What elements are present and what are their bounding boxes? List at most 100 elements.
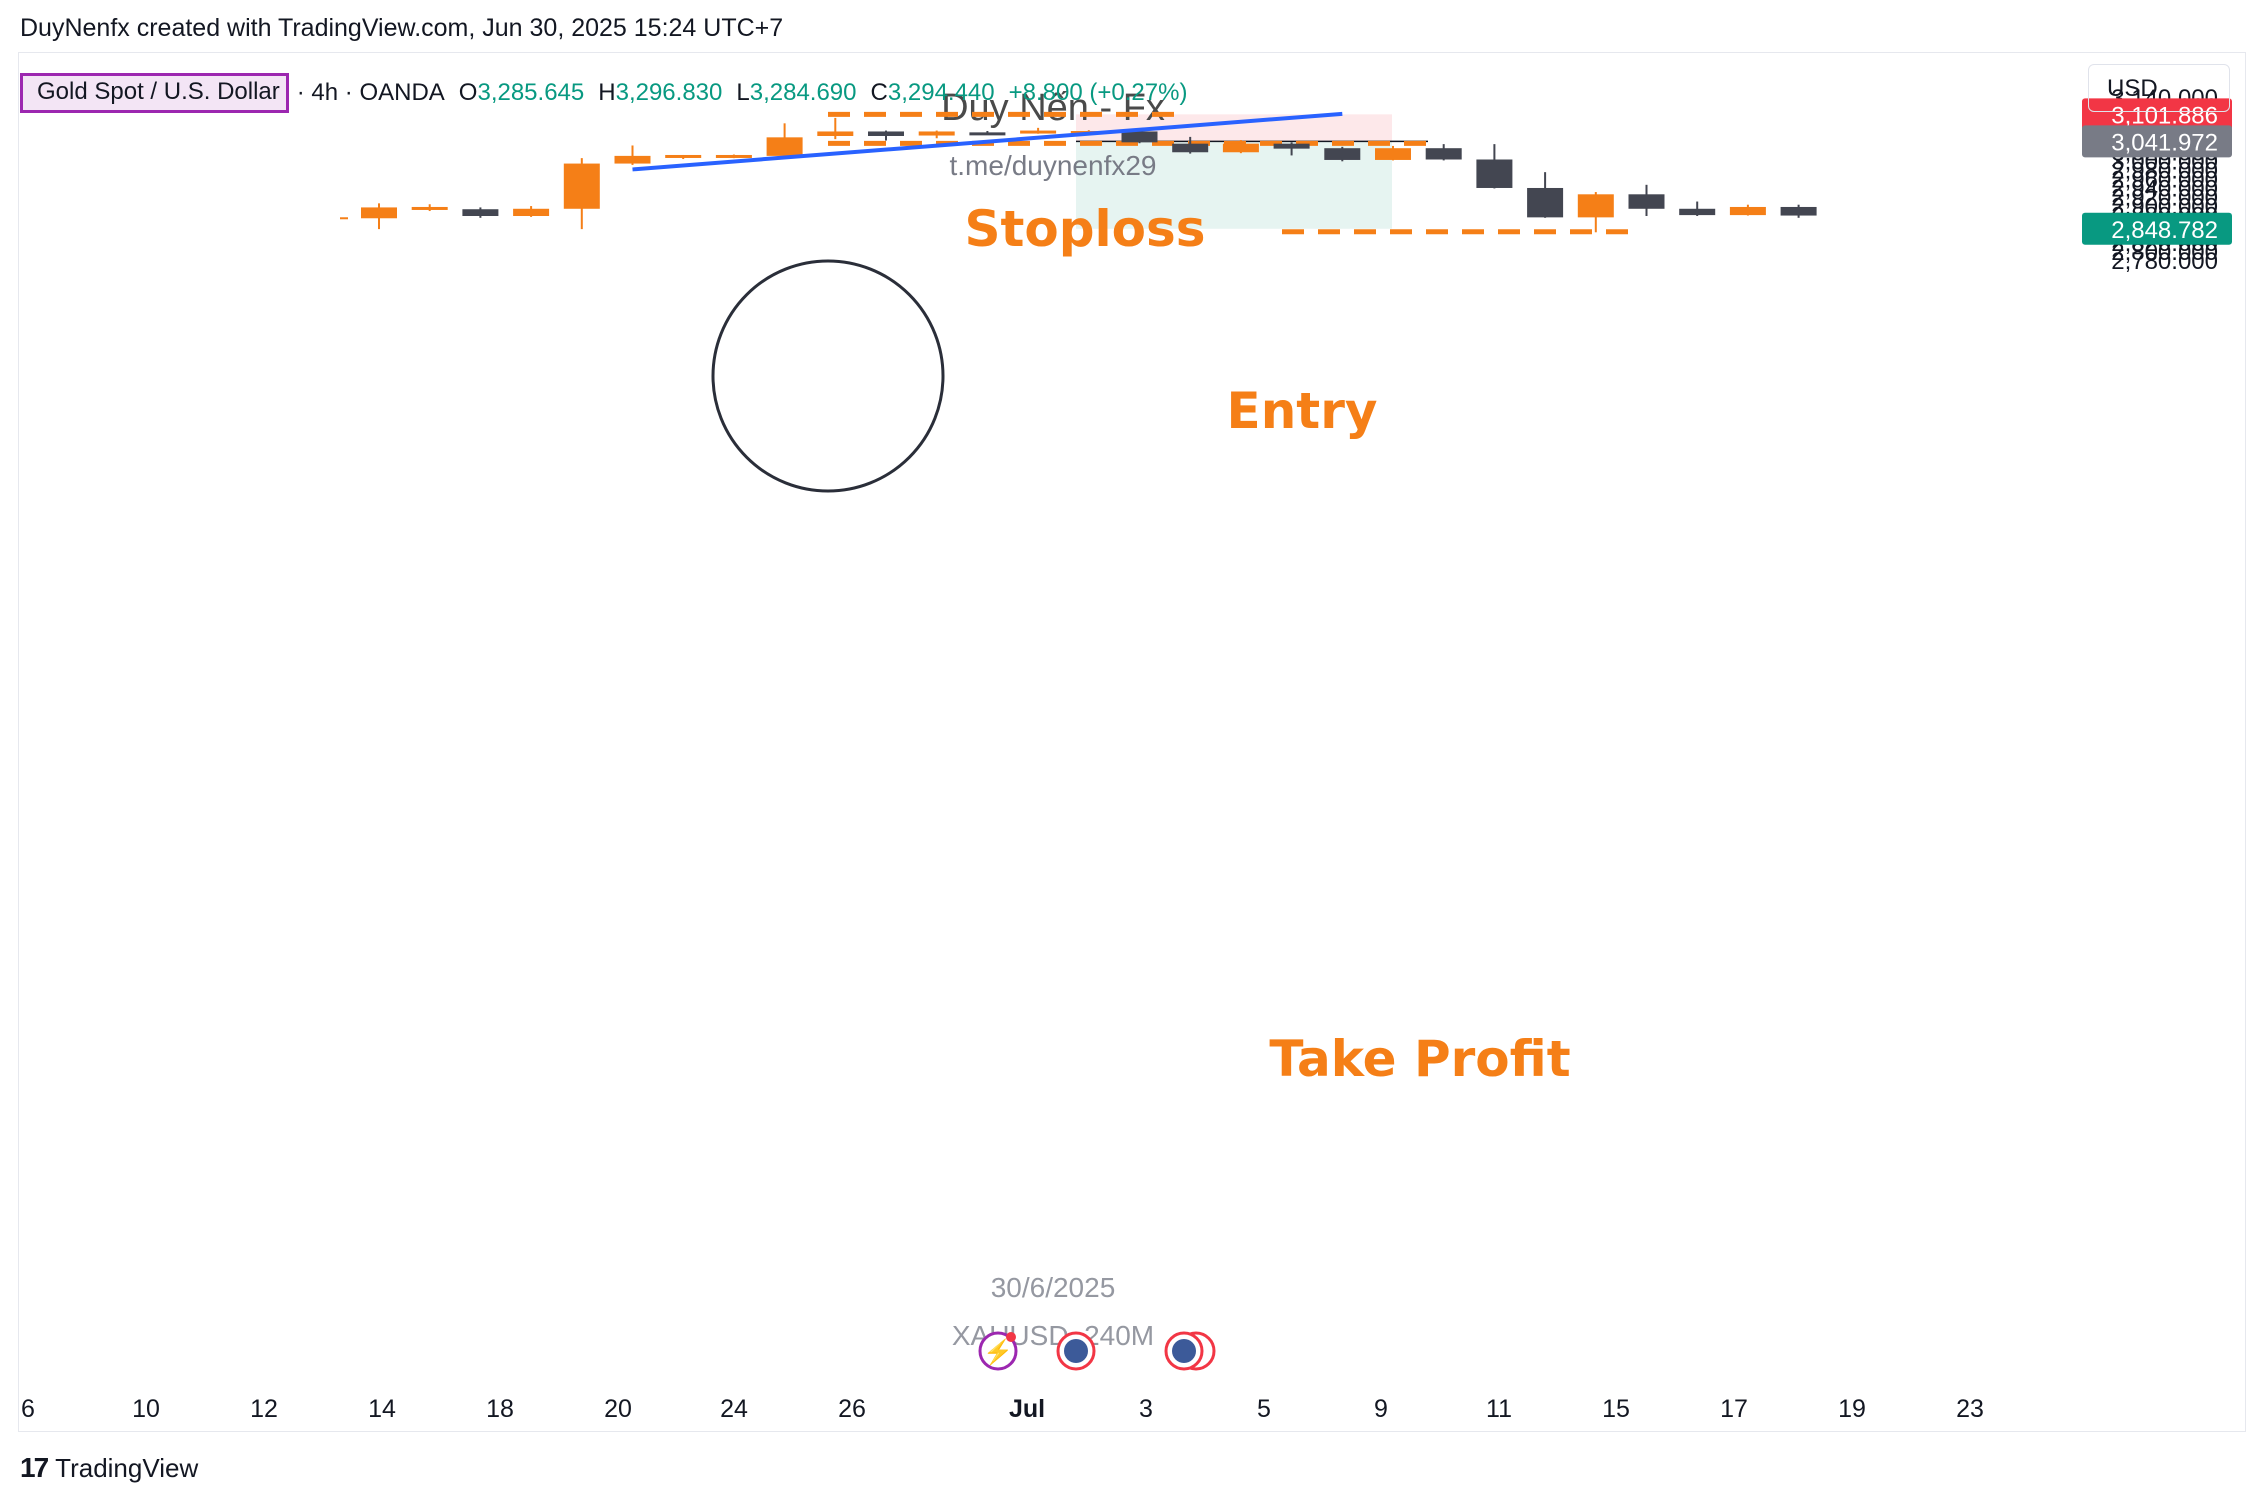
candle <box>766 123 803 157</box>
x-tick-label: 11 <box>1486 1395 1512 1423</box>
candle-body <box>411 206 448 210</box>
entry-price-badge-text: 3,041.972 <box>2111 129 2218 156</box>
take-profit-label: Take Profit <box>1269 1030 1570 1088</box>
stoploss-label: Stoploss <box>964 200 1205 258</box>
y-tick-label: 2,920.000 <box>2111 185 2218 212</box>
watermark-date: 30/6/2025 <box>991 1272 1116 1303</box>
candle-body <box>766 137 803 156</box>
tradingview-brand: TradingView <box>55 1452 199 1483</box>
currency-selector[interactable]: USD <box>2088 64 2230 112</box>
y-tick-label: 2,940.000 <box>2111 176 2218 203</box>
candle <box>1729 204 1766 216</box>
candle <box>1780 204 1817 218</box>
candle-body <box>1425 148 1462 160</box>
candle <box>918 130 955 139</box>
candle-body <box>817 131 854 136</box>
chart-pane[interactable] <box>18 52 2246 1432</box>
symbol-legend: Gold Spot / U.S. Dollar · 4h · OANDA O 3,… <box>20 68 1187 118</box>
candle-body <box>563 163 600 209</box>
attribution-text: DuyNenfx created with TradingView.com, J… <box>20 14 784 42</box>
candle-body <box>1527 187 1564 218</box>
candle-body <box>918 131 955 136</box>
event-icons: ⚡ <box>978 1331 1216 1371</box>
watermark-title: Duy Nến - Fx <box>941 87 1165 129</box>
close-key: C <box>870 79 888 106</box>
stoploss-price-badge: 3,101.886 <box>2082 98 2232 131</box>
candle-body <box>1628 194 1665 209</box>
x-tick-label: 9 <box>1374 1395 1388 1423</box>
currency-label: USD <box>2107 75 2158 102</box>
high-key: H <box>598 79 616 106</box>
high-value: 3,296.830 <box>615 79 723 106</box>
symbol-name: Gold Spot / U.S. Dollar <box>37 78 280 105</box>
take-profit-price-badge-bg <box>2082 212 2232 245</box>
candle <box>1172 136 1209 154</box>
candle-body <box>1121 131 1158 143</box>
candle-body <box>1324 148 1361 160</box>
candle-body <box>1729 206 1766 216</box>
symbol-name-box[interactable]: Gold Spot / U.S. Dollar <box>20 73 289 113</box>
candle <box>1222 140 1259 154</box>
highlight-circle <box>711 259 945 493</box>
trendline <box>632 111 1343 172</box>
us-flag-fill-icon <box>1064 1339 1088 1363</box>
take-profit-price-badge-text: 2,848.782 <box>2111 217 2218 244</box>
candle-body <box>1780 206 1817 216</box>
x-tick-label: 3 <box>1139 1395 1153 1423</box>
x-tick-label: 10 <box>132 1395 160 1423</box>
x-tick-label: 23 <box>1956 1395 1984 1423</box>
watermark: Duy Nến - Fxt.me/duynenfx2930/6/2025XAUU… <box>941 87 1165 1351</box>
x-tick-label: 15 <box>1602 1395 1630 1423</box>
stoploss-price-badge-text: 3,101.886 <box>2111 102 2218 129</box>
candle-body <box>614 155 651 164</box>
candle-body <box>1273 143 1310 149</box>
x-tick-label: 14 <box>368 1395 396 1423</box>
candle <box>1527 172 1564 218</box>
candle <box>1375 145 1411 161</box>
x-tick-label: 12 <box>250 1395 278 1423</box>
lightning-glyph-icon: ⚡ <box>983 1338 1013 1366</box>
tradingview-logo[interactable]: 17 TradingView <box>20 1452 198 1484</box>
candles-layer <box>340 111 1817 233</box>
candle <box>715 154 752 159</box>
candle-body <box>1222 143 1259 153</box>
candle <box>969 131 1006 136</box>
candle <box>665 154 702 160</box>
us-flag-fill-icon-3 <box>1172 1339 1196 1363</box>
time-axis: 6 10 12 14 18 20 24 26 Jul 3 5 9 11 15 17 19 23 ⚡ <box>21 1331 1984 1423</box>
event-dot-icon <box>1006 1332 1016 1342</box>
watermark-link: t.me/duynenfx29 <box>949 150 1156 181</box>
change-value: +8.800 (+0.27%) <box>1008 79 1188 106</box>
interval-source: · 4h · OANDA <box>296 79 445 106</box>
x-tick-label: 18 <box>486 1395 514 1423</box>
candle-body <box>665 154 702 158</box>
y-tick-label: 2,960.000 <box>2111 166 2218 193</box>
candle-body <box>1679 208 1716 216</box>
open-value: 3,285.645 <box>477 79 585 106</box>
low-value: 3,284.690 <box>749 79 857 106</box>
lightning-event-icon <box>978 1331 1018 1371</box>
candle <box>1121 129 1158 144</box>
candle <box>817 117 854 140</box>
close-value: 3,294.440 <box>887 79 995 106</box>
take-profit-price-badge: 2,848.782 <box>2082 212 2232 245</box>
entry-price-badge-bg <box>2082 125 2232 158</box>
candle <box>1425 144 1462 161</box>
candle <box>1273 142 1310 156</box>
candle-body <box>1172 143 1209 153</box>
candle-body <box>513 208 550 217</box>
x-tick-label: 17 <box>1720 1395 1748 1423</box>
candle <box>462 207 499 218</box>
candle-body <box>969 132 1006 136</box>
entry-price-badge: 3,041.972 <box>2082 125 2232 158</box>
candle-body <box>715 154 752 158</box>
candle <box>1628 184 1665 217</box>
candle-body <box>868 131 904 136</box>
candle-body <box>361 207 397 219</box>
entry-label: Entry <box>1227 382 1378 440</box>
candle <box>1476 144 1513 189</box>
stoploss-price-badge-bg <box>2082 98 2232 131</box>
candle <box>868 130 904 141</box>
candle-body <box>1577 194 1614 218</box>
